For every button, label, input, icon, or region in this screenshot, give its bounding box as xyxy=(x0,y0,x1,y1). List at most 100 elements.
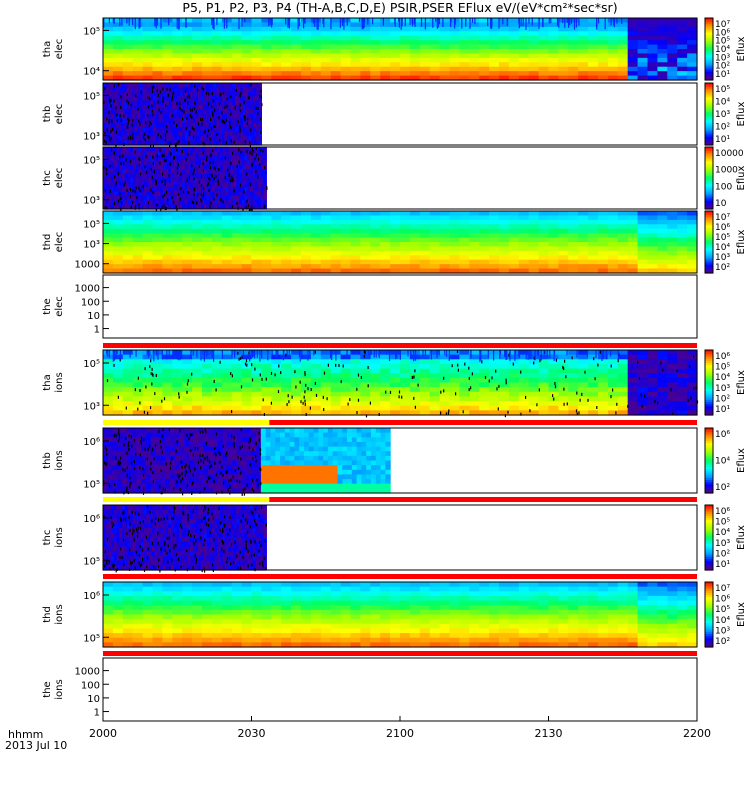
spectrogram-cell xyxy=(330,242,342,248)
spectrogram-cell xyxy=(390,373,401,379)
spectrogram-cell xyxy=(242,105,247,111)
spectrogram-cell xyxy=(677,224,688,230)
spectrogram-cell xyxy=(380,215,391,221)
spectrogram-cell xyxy=(350,75,361,81)
spectrogram-cell xyxy=(459,26,470,32)
spectrogram-cell xyxy=(154,173,159,179)
spectrogram-cell xyxy=(499,401,510,407)
spectrogram-cell xyxy=(124,195,129,201)
spectrogram-cell xyxy=(232,105,236,111)
spectrogram-cell xyxy=(172,211,183,217)
spectrogram-cell xyxy=(607,264,619,270)
spectrogram-cell xyxy=(113,140,117,146)
spectrogram-cell xyxy=(578,66,589,72)
spectrogram-cell xyxy=(213,140,218,146)
spectrogram-cell xyxy=(171,114,175,120)
spectrogram-cell xyxy=(340,242,352,248)
spectrogram-cell xyxy=(169,109,173,115)
spectrogram-cell xyxy=(667,35,678,41)
spectrogram-cell xyxy=(134,109,138,115)
spectrogram-cell xyxy=(195,147,199,153)
spectrogram-cell xyxy=(459,363,470,370)
spectrogram-cell xyxy=(176,160,180,166)
spectrogram-cell xyxy=(192,26,203,32)
spectrogram-cell xyxy=(221,368,233,374)
spectrogram-cell xyxy=(103,136,107,142)
spectrogram-cell xyxy=(301,71,312,77)
spectrogram-cell xyxy=(350,259,361,265)
spectrogram-cell xyxy=(607,363,619,370)
spectrogram-cell xyxy=(627,264,639,270)
spectrogram-cell xyxy=(251,373,262,379)
spectrogram-cell xyxy=(449,264,460,270)
spectrogram-cell xyxy=(281,368,292,374)
spectrogram-cell xyxy=(142,57,154,63)
colorbar-swatch xyxy=(705,59,713,62)
spectrogram-cell xyxy=(538,387,550,393)
spectrogram-cell xyxy=(132,57,144,63)
spectrogram-cell xyxy=(132,237,144,243)
spectrogram-cell xyxy=(528,53,540,59)
spectrogram-cell xyxy=(310,264,322,270)
spectrogram-cell xyxy=(499,391,510,398)
spectrogram-cell xyxy=(163,122,167,128)
noise-mark xyxy=(173,200,175,204)
spectrogram-cell xyxy=(162,250,173,256)
spectrogram-cell xyxy=(224,109,228,115)
spectrogram-cell xyxy=(192,396,203,402)
spectrogram-cell xyxy=(419,405,431,411)
spectrogram-cell xyxy=(113,83,117,89)
spectrogram-cell xyxy=(110,118,115,124)
spectrogram-cell xyxy=(647,373,658,379)
spectrogram-cell xyxy=(139,91,144,97)
spectrogram-cell xyxy=(508,228,520,234)
spectrogram-cell xyxy=(172,259,183,265)
spectrogram-cell xyxy=(370,405,381,411)
spectrogram-cell xyxy=(350,368,361,374)
spectrogram-cell xyxy=(469,26,480,32)
spectrogram-cell xyxy=(261,250,272,256)
noise-mark xyxy=(251,164,253,168)
spectrogram-cell xyxy=(499,410,510,416)
spike-mark xyxy=(498,18,500,29)
spectrogram-cell xyxy=(112,219,124,225)
spectrogram-cell xyxy=(222,195,227,201)
spectrogram-cell xyxy=(687,405,698,411)
spectrogram-cell xyxy=(132,264,144,270)
noise-mark xyxy=(191,164,193,168)
spike-mark xyxy=(437,18,439,28)
colorbar-tick-label: 10 xyxy=(715,199,727,209)
spectrogram-cell xyxy=(195,169,199,175)
spectrogram-cell xyxy=(203,105,207,111)
spectrogram-cell xyxy=(479,350,490,356)
noise-mark xyxy=(239,129,241,133)
spectrogram-cell xyxy=(350,396,361,402)
spectrogram-cell xyxy=(627,57,639,63)
spectrogram-cell xyxy=(110,131,115,137)
spectrogram-cell xyxy=(558,66,569,72)
spectrogram-cell xyxy=(192,246,203,252)
spectrogram-cell xyxy=(122,18,134,24)
spectrogram-cell xyxy=(172,237,183,243)
spike-mark xyxy=(343,18,345,30)
spectrogram-cell xyxy=(627,259,639,265)
spectrogram-cell xyxy=(518,259,530,265)
spectrogram-cell xyxy=(400,215,411,221)
spectrogram-cell xyxy=(206,204,210,210)
spectrogram-cell xyxy=(211,200,216,206)
colorbar-swatch xyxy=(705,46,713,50)
spectrogram-cell xyxy=(261,259,272,265)
spectrogram-cell xyxy=(301,377,312,384)
spectrogram-cell xyxy=(449,373,460,379)
spectrogram-cell xyxy=(211,122,215,128)
spectrogram-cell xyxy=(370,268,381,274)
spectrogram-cell xyxy=(360,44,371,50)
spectrogram-cell xyxy=(489,268,500,274)
spectrogram-cell xyxy=(607,75,619,81)
spectrogram-cell xyxy=(195,140,199,146)
spectrogram-cell xyxy=(657,233,668,239)
spectrogram-cell xyxy=(241,191,246,197)
spectrogram-cell xyxy=(198,182,202,188)
spectrogram-cell xyxy=(538,377,550,384)
spectrogram-cell xyxy=(152,255,163,261)
